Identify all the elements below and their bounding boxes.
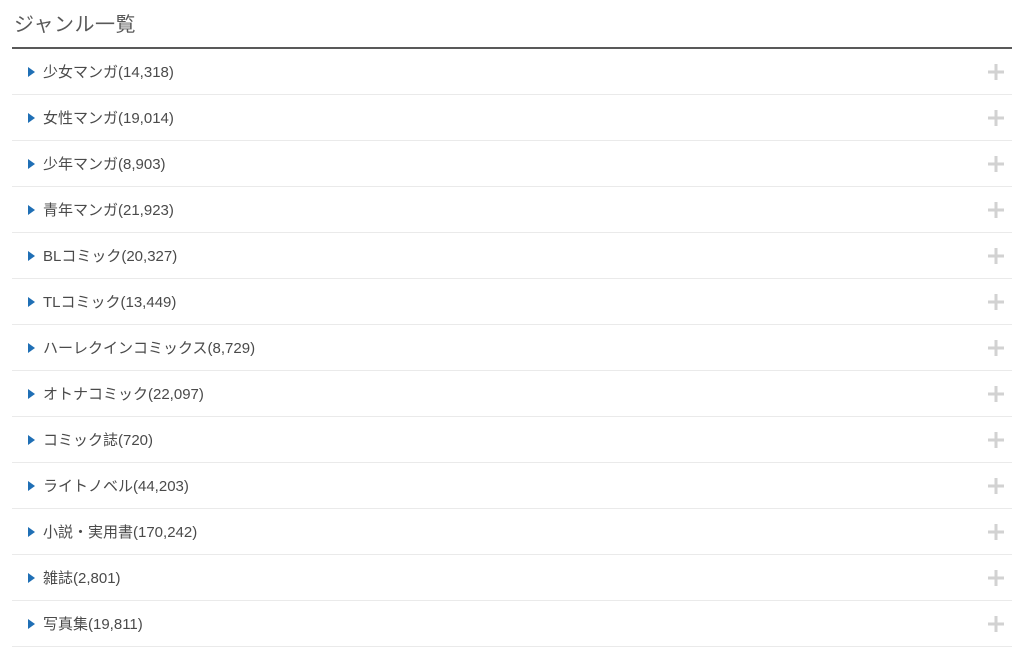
genre-label: 小説・実用書(170,242) xyxy=(43,521,988,542)
triangle-right-icon xyxy=(28,159,35,169)
genre-item[interactable]: 雑誌(2,801) xyxy=(12,555,1012,601)
genre-item[interactable]: 少女マンガ(14,318) xyxy=(12,49,1012,95)
genre-label: 女性マンガ(19,014) xyxy=(43,107,988,128)
plus-icon[interactable] xyxy=(988,202,1004,218)
genre-item[interactable]: TLコミック(13,449) xyxy=(12,279,1012,325)
genre-label: 写真集(19,811) xyxy=(43,613,988,634)
genre-item[interactable]: 小説・実用書(170,242) xyxy=(12,509,1012,555)
genre-item[interactable]: コミック誌(720) xyxy=(12,417,1012,463)
plus-icon[interactable] xyxy=(988,248,1004,264)
triangle-right-icon xyxy=(28,435,35,445)
genre-label: BLコミック(20,327) xyxy=(43,245,988,266)
plus-icon[interactable] xyxy=(988,110,1004,126)
genre-label: 少女マンガ(14,318) xyxy=(43,61,988,82)
genre-label: 雑誌(2,801) xyxy=(43,567,988,588)
genre-item[interactable]: 女性マンガ(19,014) xyxy=(12,95,1012,141)
triangle-right-icon xyxy=(28,297,35,307)
genre-label: TLコミック(13,449) xyxy=(43,291,988,312)
triangle-right-icon xyxy=(28,205,35,215)
genre-label: ライトノベル(44,203) xyxy=(43,475,988,496)
genre-label: ハーレクインコミックス(8,729) xyxy=(43,337,988,358)
triangle-right-icon xyxy=(28,619,35,629)
triangle-right-icon xyxy=(28,343,35,353)
genre-label: 青年マンガ(21,923) xyxy=(43,199,988,220)
triangle-right-icon xyxy=(28,389,35,399)
triangle-right-icon xyxy=(28,113,35,123)
plus-icon[interactable] xyxy=(988,524,1004,540)
genre-item[interactable]: ハーレクインコミックス(8,729) xyxy=(12,325,1012,371)
genre-item[interactable]: BLコミック(20,327) xyxy=(12,233,1012,279)
plus-icon[interactable] xyxy=(988,294,1004,310)
plus-icon[interactable] xyxy=(988,570,1004,586)
plus-icon[interactable] xyxy=(988,64,1004,80)
triangle-right-icon xyxy=(28,481,35,491)
plus-icon[interactable] xyxy=(988,386,1004,402)
genre-item[interactable]: 写真集(19,811) xyxy=(12,601,1012,647)
triangle-right-icon xyxy=(28,67,35,77)
plus-icon[interactable] xyxy=(988,340,1004,356)
genre-item[interactable]: ライトノベル(44,203) xyxy=(12,463,1012,509)
plus-icon[interactable] xyxy=(988,616,1004,632)
plus-icon[interactable] xyxy=(988,478,1004,494)
triangle-right-icon xyxy=(28,251,35,261)
triangle-right-icon xyxy=(28,527,35,537)
section-title: ジャンル一覧 xyxy=(12,0,1012,49)
plus-icon[interactable] xyxy=(988,432,1004,448)
genre-label: コミック誌(720) xyxy=(43,429,988,450)
genre-list: 少女マンガ(14,318) 女性マンガ(19,014) 少年マンガ(8,903) 青年… xyxy=(12,49,1012,647)
genre-label: 少年マンガ(8,903) xyxy=(43,153,988,174)
plus-icon[interactable] xyxy=(988,156,1004,172)
triangle-right-icon xyxy=(28,573,35,583)
genre-item[interactable]: 青年マンガ(21,923) xyxy=(12,187,1012,233)
genre-item[interactable]: 少年マンガ(8,903) xyxy=(12,141,1012,187)
genre-section: ジャンル一覧 少女マンガ(14,318) 女性マンガ(19,014) 少年マンガ(8… xyxy=(0,0,1024,655)
genre-item[interactable]: オトナコミック(22,097) xyxy=(12,371,1012,417)
genre-label: オトナコミック(22,097) xyxy=(43,383,988,404)
